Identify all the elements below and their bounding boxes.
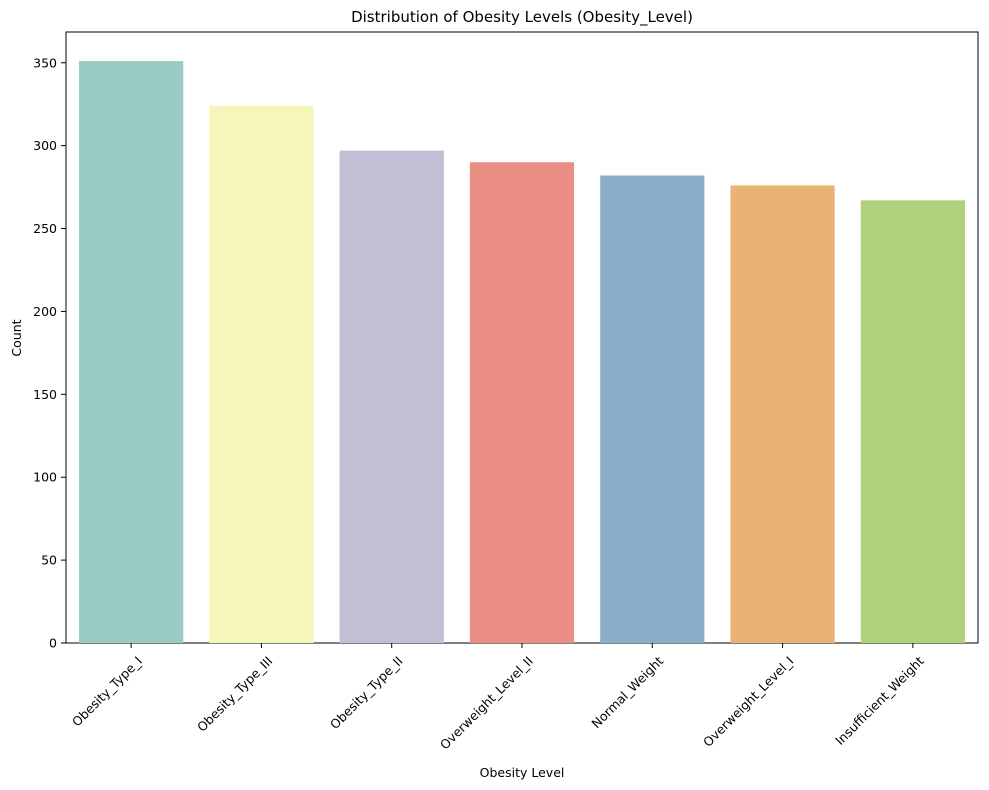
bar-overweight-level-i: [730, 185, 835, 643]
bar-obesity-type-iii: [209, 105, 314, 644]
x-tick-label: Overweight_Level_I: [700, 653, 796, 749]
x-tick-label: Insufficient_Weight: [832, 653, 927, 748]
y-axis: 0 50 100 150 200 250 300 350: [33, 55, 66, 651]
y-axis-label: Count: [9, 319, 24, 356]
x-tick-label: Normal_Weight: [588, 653, 666, 731]
x-tick-label: Obesity_Type_I: [69, 653, 145, 729]
y-tick-label: 0: [49, 636, 57, 651]
y-tick-label: 300: [33, 138, 57, 153]
y-tick-label: 150: [33, 387, 57, 402]
y-tick-label: 350: [33, 55, 57, 70]
y-tick-label: 100: [33, 470, 57, 485]
chart-title: Distribution of Obesity Levels (Obesity_…: [351, 8, 693, 27]
bar-obesity-type-i: [79, 61, 184, 644]
x-axis: Obesity_Type_I Obesity_Type_III Obesity_Ty…: [69, 643, 927, 752]
bars: [79, 61, 965, 644]
x-tick-label: Obesity_Type_III: [194, 653, 275, 734]
bar-obesity-type-ii: [339, 150, 444, 643]
bar-normal-weight: [600, 175, 705, 644]
bar-insufficient-weight: [860, 200, 965, 643]
x-tick-label: Obesity_Type_II: [327, 653, 406, 732]
bar-overweight-level-ii: [469, 162, 575, 643]
y-tick-label: 250: [33, 221, 57, 236]
x-axis-label: Obesity Level: [480, 765, 565, 780]
x-tick-label: Overweight_Level_II: [437, 653, 536, 752]
y-tick-label: 200: [33, 304, 57, 319]
y-tick-label: 50: [41, 553, 57, 568]
